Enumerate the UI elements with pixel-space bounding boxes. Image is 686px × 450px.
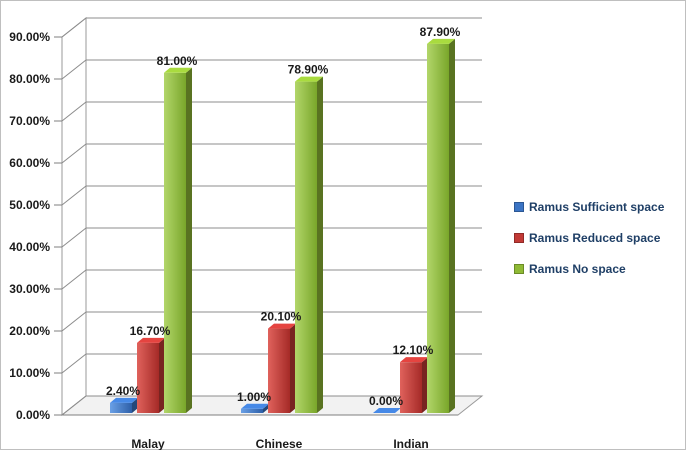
bar-front bbox=[268, 329, 290, 413]
y-axis-ticks: 0.00% 10.00% 20.00% 30.00% 40.00% 50.00% 60.00… bbox=[9, 30, 50, 422]
y-tick-label: 20.00% bbox=[9, 324, 50, 338]
bar-side bbox=[186, 68, 192, 413]
legend-label: Ramus Sufficient space bbox=[529, 200, 664, 214]
data-label: 20.10% bbox=[261, 310, 302, 324]
bar bbox=[400, 357, 428, 413]
y-tick-label: 10.00% bbox=[9, 366, 50, 380]
bar bbox=[295, 77, 323, 413]
y-tick-label: 0.00% bbox=[16, 408, 50, 422]
legend-label: Ramus Reduced space bbox=[529, 231, 660, 245]
data-label: 81.00% bbox=[157, 54, 198, 68]
gridline bbox=[62, 102, 482, 121]
legend-swatch bbox=[514, 233, 524, 243]
legend-label: Ramus No space bbox=[529, 262, 626, 276]
bar-side bbox=[317, 77, 323, 413]
bar-front bbox=[110, 403, 132, 413]
gridline bbox=[62, 228, 482, 247]
x-category-label: Indian bbox=[393, 437, 428, 450]
legend-item: Ramus No space bbox=[514, 260, 684, 278]
data-label: 0.00% bbox=[369, 394, 403, 408]
bar-front bbox=[137, 343, 159, 413]
gridline bbox=[62, 144, 482, 163]
y-tick-label: 30.00% bbox=[9, 282, 50, 296]
bar-front bbox=[241, 409, 263, 413]
x-category-label: Chinese bbox=[256, 437, 303, 450]
y-tick-label: 50.00% bbox=[9, 198, 50, 212]
y-tick-label: 60.00% bbox=[9, 156, 50, 170]
legend-swatch bbox=[514, 202, 524, 212]
y-tick-label: 80.00% bbox=[9, 72, 50, 86]
data-label: 16.70% bbox=[130, 324, 171, 338]
bar-front bbox=[295, 82, 317, 413]
gridline bbox=[62, 186, 482, 205]
bar-front bbox=[164, 73, 186, 413]
gridline bbox=[62, 270, 482, 289]
bar bbox=[110, 398, 138, 413]
x-category-label: Malay bbox=[131, 437, 165, 450]
y-tick-label: 40.00% bbox=[9, 240, 50, 254]
bar bbox=[164, 68, 192, 413]
bar-front bbox=[427, 44, 449, 413]
x-axis-categories: Malay Chinese Indian bbox=[131, 437, 428, 450]
data-label: 87.90% bbox=[420, 25, 461, 39]
data-label: 78.90% bbox=[288, 63, 329, 77]
y-tick-label: 90.00% bbox=[9, 30, 50, 44]
legend-item: Ramus Sufficient space bbox=[514, 198, 684, 216]
bar bbox=[268, 324, 296, 413]
gridline bbox=[62, 60, 482, 79]
y-tick-label: 70.00% bbox=[9, 114, 50, 128]
data-label: 2.40% bbox=[106, 384, 140, 398]
legend-swatch bbox=[514, 264, 524, 274]
data-label: 12.10% bbox=[393, 343, 434, 357]
legend-item: Ramus Reduced space bbox=[514, 229, 684, 247]
legend: Ramus Sufficient space Ramus Reduced spac… bbox=[514, 198, 684, 291]
data-label: 1.00% bbox=[237, 390, 271, 404]
bar-front bbox=[400, 362, 422, 413]
side-wall bbox=[62, 18, 86, 415]
bar-side bbox=[449, 39, 455, 413]
bar bbox=[137, 338, 165, 413]
